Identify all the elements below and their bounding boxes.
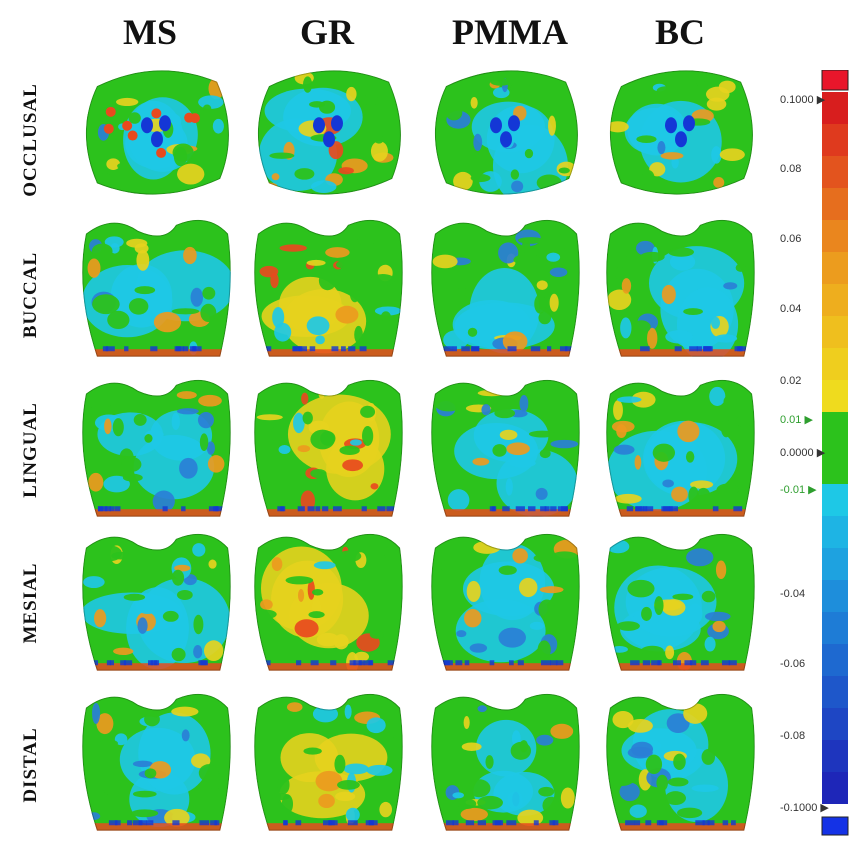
legend-tick-label: -0.04 [780,588,806,600]
tooth-render-mesial-gr [254,533,403,671]
tooth-render-occlusal-ms [85,70,229,195]
row-header-lingual: LINGUAL [20,402,41,498]
legend-band-positive [822,284,848,316]
tooth-render-mesial-bc [606,533,755,671]
legend-band-negative [822,548,848,580]
column-header-gr: GR [300,12,354,52]
legend-tick-label: 0.0000 ▶ [780,447,826,459]
tooth-render-buccal-ms [82,219,231,357]
tooth-render-mesial-ms [82,533,231,671]
legend-band-positive [822,316,848,348]
tooth-render-buccal-gr [254,219,403,357]
legend-band-positive [822,220,848,252]
legend-tick-label: 0.02 [780,375,802,387]
tooth-deviation-grid [82,70,755,831]
tooth-render-lingual-ms [82,379,231,517]
legend-band-negative [822,612,848,644]
row-header-distal: DISTAL [20,727,41,803]
column-header-pmma: PMMA [452,12,568,52]
row-header-buccal: BUCCAL [20,251,41,339]
legend-band-positive [822,92,848,124]
legend-band-negative [822,516,848,548]
legend-band-positive [822,156,848,188]
legend-min-swatch [821,816,849,836]
tooth-render-distal-bc [606,693,755,831]
legend-band-negative [822,772,848,804]
tooth-render-lingual-bc [606,379,755,517]
column-header-bc: BC [654,12,705,52]
row-header-mesial: MESIAL [20,562,41,643]
legend-tick-label: -0.06 [780,658,806,670]
legend-band-negative [822,676,848,708]
row-header-occlusal: OCCLUSAL [20,83,41,197]
tooth-render-distal-gr [254,693,403,831]
legend-band-positive [822,188,848,220]
tooth-render-occlusal-bc [609,70,753,195]
tooth-render-mesial-pmma [431,533,580,671]
legend-tick-label: 0.1000 ▶ [780,94,826,106]
legend-band-positive [822,380,848,412]
legend-tick-label: 0.08 [780,163,802,175]
tooth-render-lingual-pmma [431,379,580,517]
color-scale-legend [821,70,849,836]
legend-tick-label: 0.01 ▶ [780,414,813,426]
legend-tick-label: -0.1000 ▶ [780,802,829,814]
tooth-render-distal-pmma [431,693,580,831]
legend-band-positive [822,252,848,284]
legend-tick-label: -0.08 [780,730,806,742]
tooth-render-lingual-gr [254,379,403,517]
legend-band-positive [822,348,848,380]
legend-max-swatch [821,70,849,91]
tooth-render-distal-ms [82,693,231,831]
legend-band-negative [822,708,848,740]
legend-band-negative [822,644,848,676]
legend-band-tolerance [822,412,848,484]
tooth-render-buccal-bc [606,219,755,357]
column-header-ms: MS [123,12,177,52]
legend-band-negative [822,580,848,612]
tooth-render-buccal-pmma [431,219,580,357]
legend-band-negative [822,484,848,516]
legend-band-negative [822,740,848,772]
tooth-render-occlusal-pmma [434,70,578,195]
legend-tick-label: 0.04 [780,303,802,315]
tooth-render-occlusal-gr [257,70,401,195]
legend-tick-label: 0.06 [780,233,802,245]
legend-tick-label: -0.01 ▶ [780,484,817,496]
legend-band-positive [822,124,848,156]
